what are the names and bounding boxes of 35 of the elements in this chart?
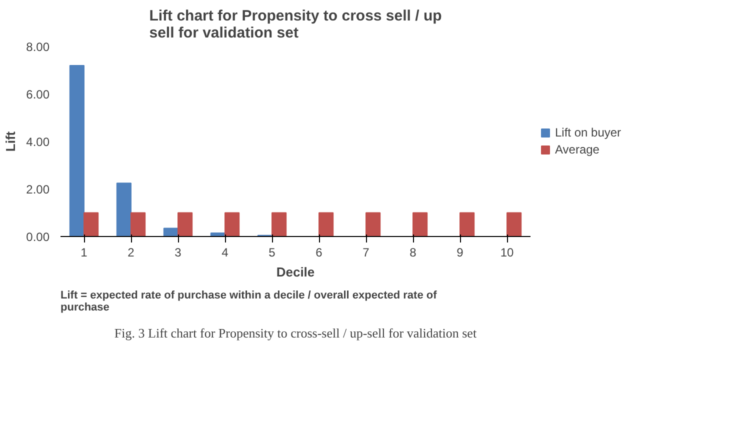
chart-title: Lift chart for Propensity to cross sell / up sell for validation set <box>149 8 442 42</box>
x-tick-label: 9 <box>456 246 464 260</box>
x-tick-label: 10 <box>500 246 514 260</box>
bar <box>116 182 132 236</box>
bar <box>412 212 428 236</box>
y-tick-label: 8.00 <box>26 40 50 54</box>
bar <box>506 212 522 236</box>
bar <box>163 228 178 236</box>
bar <box>84 212 99 236</box>
x-axis-title: Decile <box>276 264 315 280</box>
bar <box>224 212 240 236</box>
x-tick-label: 5 <box>268 246 276 260</box>
x-tick-label: 6 <box>316 246 323 260</box>
text: Lift = expected rate of purchase within a decile / overall expected rate of purchase <box>60 290 438 314</box>
x-tick-label: 3 <box>174 246 182 260</box>
bar <box>272 212 287 236</box>
y-axis-title: Lift <box>3 130 18 152</box>
bar <box>178 212 193 236</box>
bar <box>460 212 475 236</box>
x-tick-label: 4 <box>222 246 229 260</box>
bar <box>318 212 334 236</box>
caption: Fig. 3 Lift chart for Propensity to cross-sell / up-sell for validation set <box>114 326 477 340</box>
legend-label: Average <box>555 142 600 156</box>
bar <box>69 65 84 236</box>
legend-label: Lift on buyer <box>555 126 622 140</box>
y-tick-label: 4.00 <box>26 135 50 149</box>
y-tick-label: 6.00 <box>26 88 50 102</box>
y-tick-label: 2.00 <box>26 182 50 196</box>
x-tick-label: 7 <box>362 246 370 260</box>
x-tick-label: 1 <box>80 246 88 260</box>
x-tick-label: 8 <box>410 246 417 260</box>
bar <box>366 212 381 236</box>
bar <box>130 212 146 236</box>
x-tick-label: 2 <box>128 246 135 260</box>
y-tick-label: 0.00 <box>26 230 50 244</box>
